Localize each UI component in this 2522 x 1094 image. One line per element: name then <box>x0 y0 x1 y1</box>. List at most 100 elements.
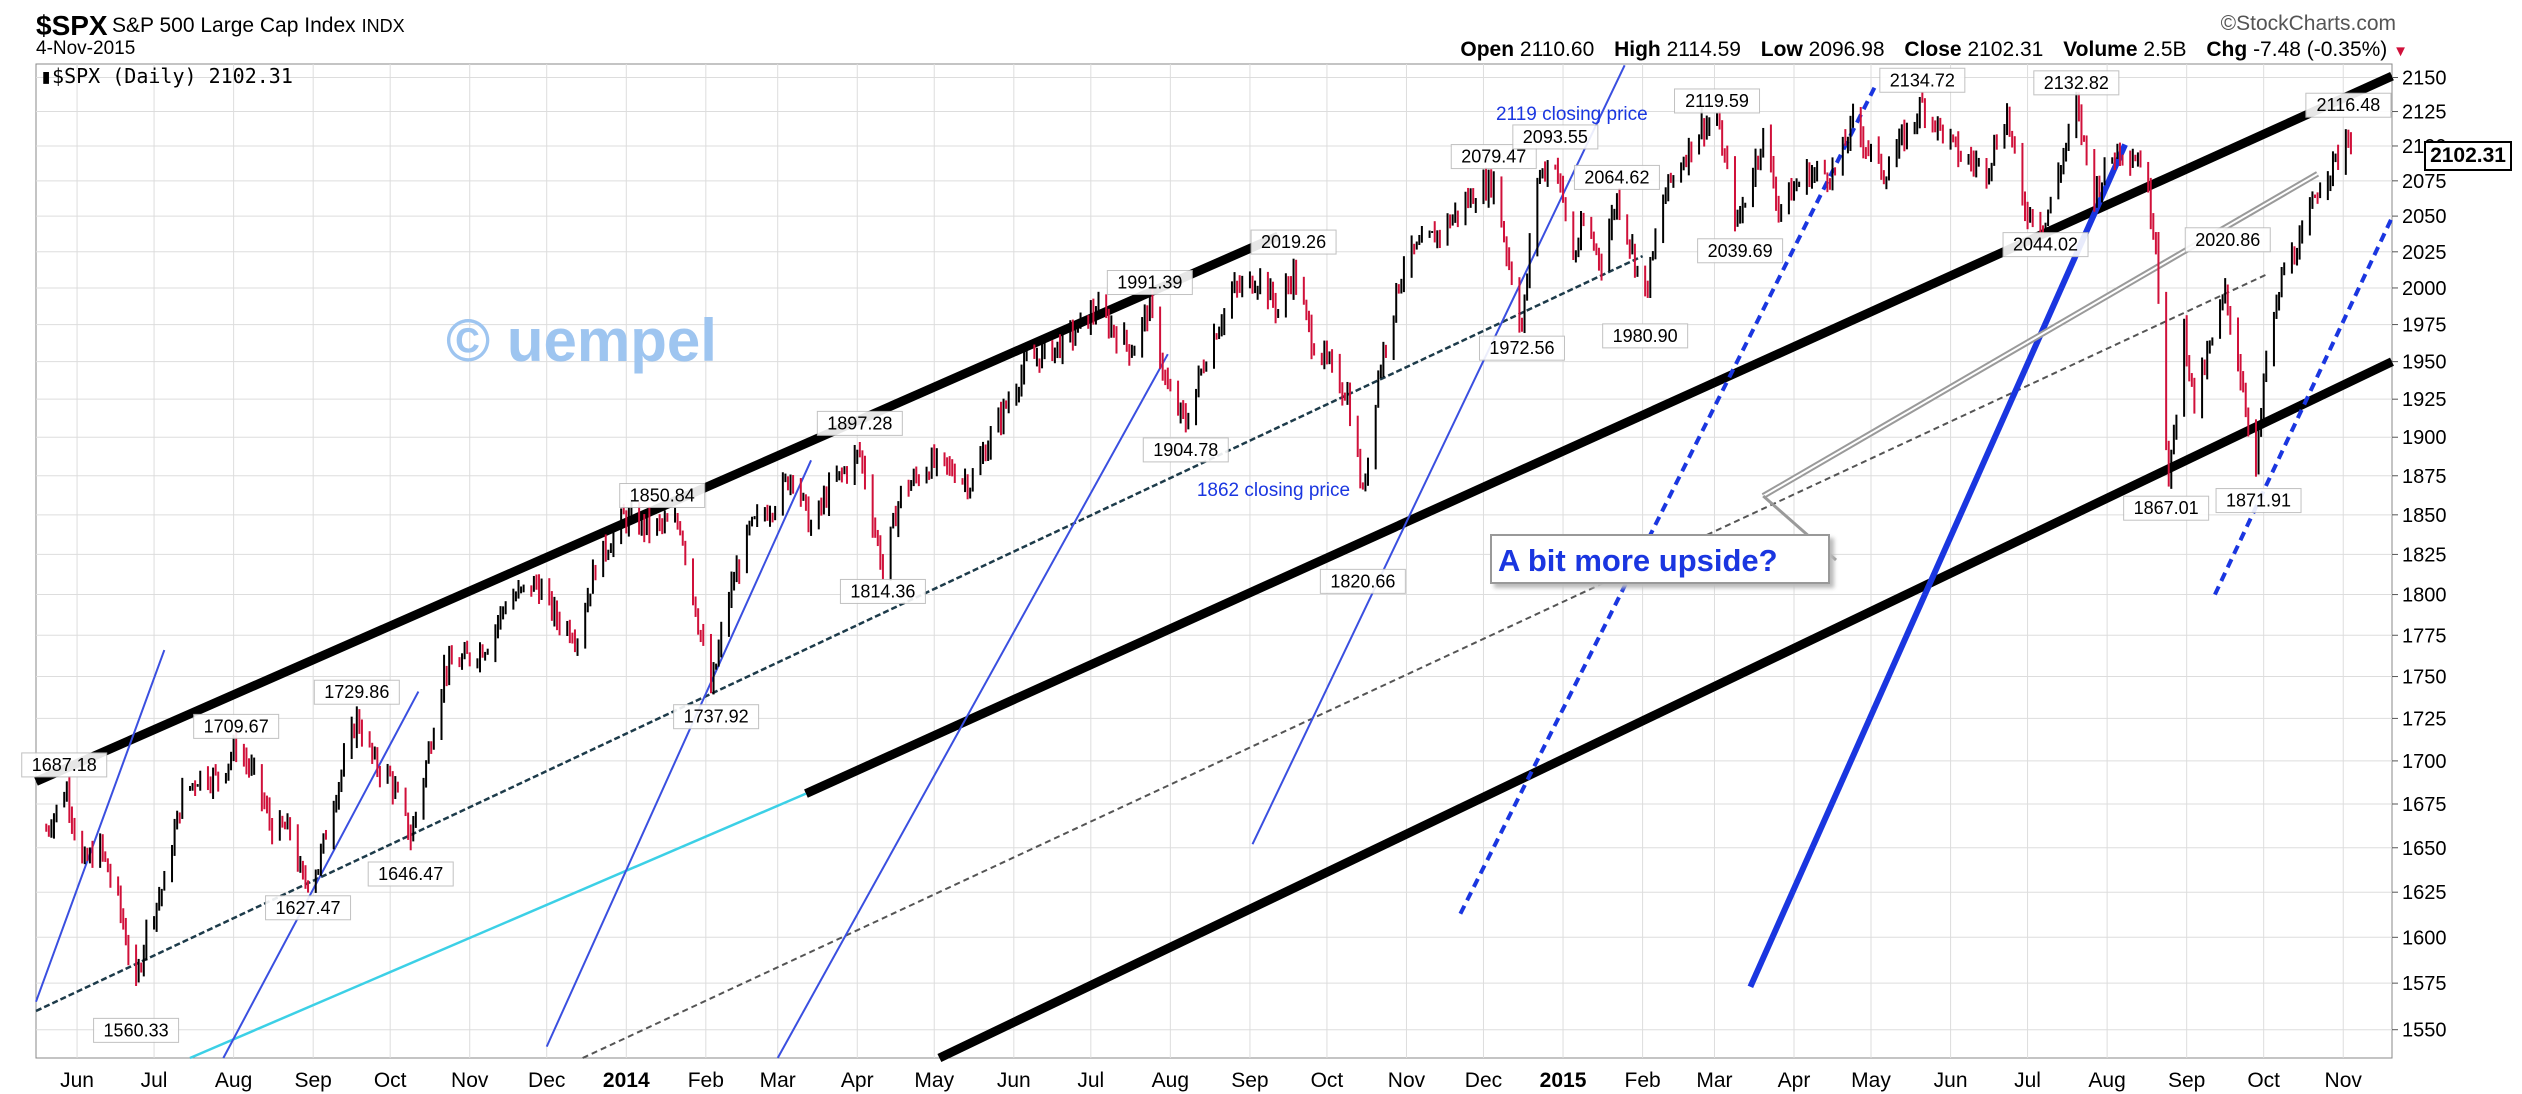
y-tick-label: 1675 <box>2402 794 2447 816</box>
symbol: $SPX <box>36 10 108 41</box>
x-tick-label: Mar <box>760 1069 796 1092</box>
chart-axes: 1550 1575 1600 1625 1650 1675 1700 1725 1750 1775… <box>60 68 2446 1092</box>
chg-value: -7.48 (-0.35%) <box>2253 38 2388 61</box>
chg-label: Chg <box>2206 38 2248 61</box>
x-tick-label: Oct <box>2247 1069 2280 1092</box>
x-tick-label: Nov <box>1388 1069 1426 1092</box>
price-label: 2134.72 <box>1890 70 1955 90</box>
price-label: 1991.39 <box>1117 273 1182 293</box>
y-tick-label: 2000 <box>2402 278 2447 300</box>
symbol-name-text: S&P 500 Large Cap Index <box>112 14 356 37</box>
price-label-box <box>2033 70 2120 96</box>
price-label-box <box>619 483 706 509</box>
y-tick-label: 1775 <box>2402 625 2447 647</box>
price-label: 1709.67 <box>204 716 269 736</box>
x-tick-label: Aug <box>2088 1069 2125 1092</box>
x-tick-label: Jun <box>1934 1069 1968 1092</box>
price-label-box <box>1142 437 1229 463</box>
x-tick-label: Apr <box>841 1069 874 1092</box>
x-tick-label: Feb <box>1625 1069 1661 1092</box>
chg-down-arrow-icon: ▼ <box>2393 43 2408 60</box>
price-label: 2044.02 <box>2013 235 2078 255</box>
legend-text: $SPX (Daily) 2102.31 <box>52 64 293 88</box>
trendline <box>1458 83 1878 915</box>
y-tick-label: 2125 <box>2402 102 2447 124</box>
chart-date: 4-Nov-2015 <box>36 38 136 59</box>
open-label: Open <box>1460 38 1515 61</box>
price-label-box <box>1573 164 1660 190</box>
y-tick-label: 1750 <box>2402 667 2447 689</box>
price-label: 1729.86 <box>324 682 389 702</box>
price-label: 2079.47 <box>1461 147 1526 167</box>
low-label: Low <box>1760 38 1803 61</box>
high-label: High <box>1614 38 1661 61</box>
source-logo[interactable]: ©StockCharts.com <box>2220 12 2396 35</box>
price-label-box <box>1106 270 1193 296</box>
price-label-box <box>1319 568 1406 594</box>
y-tick-label: 1600 <box>2402 927 2447 949</box>
y-tick-label: 1975 <box>2402 315 2447 337</box>
x-tick-label: May <box>1851 1069 1891 1092</box>
price-label-box <box>2002 232 2089 258</box>
series-legend: ▮$SPX (Daily) 2102.31 <box>40 64 293 88</box>
price-label-box <box>1250 229 1337 255</box>
price-label-box <box>21 752 108 778</box>
x-tick-label: Oct <box>1311 1069 1344 1092</box>
price-label: 2039.69 <box>1708 241 1773 261</box>
price-label: 1850.84 <box>630 486 695 506</box>
x-tick-label: Aug <box>215 1069 252 1092</box>
volume-label: Volume <box>2063 38 2138 61</box>
y-tick-label: 1575 <box>2402 973 2447 995</box>
price-label-box <box>2123 495 2210 521</box>
trendline <box>776 353 1169 1059</box>
price-label-box <box>193 713 280 739</box>
price-label-box <box>367 861 454 887</box>
price-label: 1972.56 <box>1489 338 1554 358</box>
price-label: 1560.33 <box>104 1020 169 1040</box>
trendline <box>1747 143 2128 989</box>
x-tick-label: Jun <box>997 1069 1031 1092</box>
price-label: 2019.26 <box>1261 232 1326 252</box>
low-value: 2096.98 <box>1808 38 1885 61</box>
watermark: © uempel <box>446 307 717 374</box>
closing-price-note: 2119 closing price <box>1496 104 1648 125</box>
x-tick-label: Jul <box>141 1069 168 1092</box>
y-tick-label: 2075 <box>2402 171 2447 193</box>
last-price-tag: 2102.31 <box>2424 141 2512 171</box>
volume-value: 2.5B <box>2143 38 2187 61</box>
x-tick-label: 2014 <box>603 1069 650 1092</box>
y-tick-label: 1900 <box>2402 427 2447 449</box>
x-tick-label: Jun <box>60 1069 94 1092</box>
price-bars <box>45 91 2352 986</box>
chart-grid <box>35 63 2393 1059</box>
closing-price-note: 1862 closing price <box>1197 480 1350 501</box>
x-tick-label: May <box>914 1069 954 1092</box>
y-tick-label: 1875 <box>2402 466 2447 488</box>
trendline <box>545 459 812 1048</box>
price-label: 1867.01 <box>2134 498 2199 518</box>
y-tick-label: 1825 <box>2402 544 2447 566</box>
x-tick-label: Apr <box>1778 1069 1811 1092</box>
trendline <box>35 254 1644 1013</box>
y-tick-label: 2150 <box>2402 68 2447 90</box>
x-tick-label: Feb <box>688 1069 724 1092</box>
trendline <box>804 72 2394 798</box>
x-tick-label: Mar <box>1696 1069 1732 1092</box>
price-label: 1820.66 <box>1330 571 1395 591</box>
price-label: 2132.82 <box>2044 73 2109 93</box>
open-value: 2110.60 <box>1519 38 1595 61</box>
price-label: 2064.62 <box>1584 167 1649 187</box>
price-label-box <box>1879 67 1966 93</box>
price-label: 2020.86 <box>2195 230 2260 250</box>
price-label-box <box>313 679 400 705</box>
x-tick-label: Sep <box>294 1069 331 1092</box>
x-tick-label: 2015 <box>1540 1069 1587 1092</box>
price-label-box <box>93 1017 180 1043</box>
y-tick-label: 1700 <box>2402 751 2447 773</box>
price-label-box <box>1674 88 1761 114</box>
x-tick-label: Dec <box>528 1069 565 1092</box>
price-label: 2093.55 <box>1523 127 1588 147</box>
x-tick-label: Sep <box>1231 1069 1268 1092</box>
y-tick-label: 1550 <box>2402 1020 2447 1042</box>
